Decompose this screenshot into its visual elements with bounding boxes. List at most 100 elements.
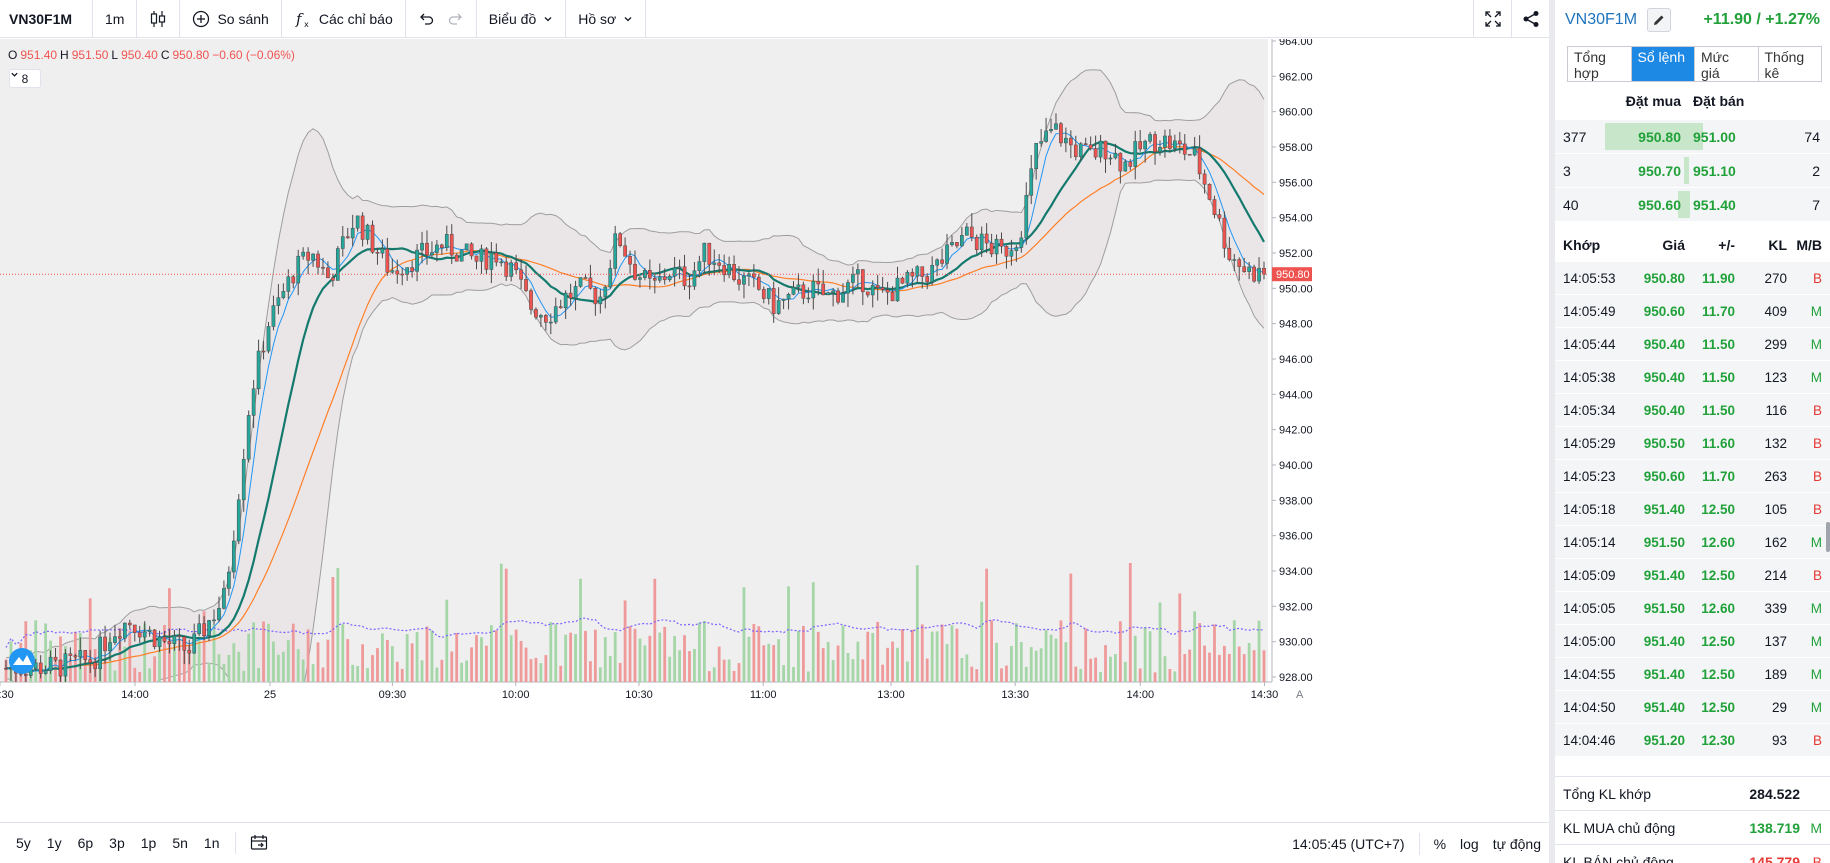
scrollbar[interactable] [1826,522,1830,552]
candle-body [410,267,414,272]
candle-body [192,633,197,654]
trade-row[interactable]: 14:04:55 951.40 12.50 189 M [1555,658,1830,691]
trades-list[interactable]: 14:05:53 950.80 11.90 270 B 14:05:49 950.60 11.… [1555,262,1830,776]
fullscreen-button[interactable] [1473,0,1511,38]
trade-time: 14:04:46 [1563,732,1616,748]
volume-bar [628,626,632,682]
profile-menu-button[interactable]: Hồ sơ [566,0,647,38]
trade-row[interactable]: 14:05:53 950.80 11.90 270 B [1555,262,1830,295]
panel-symbol[interactable]: VN30F1M [1565,11,1638,28]
goto-date-icon[interactable] [250,834,268,852]
trade-change: 11.70 [1701,303,1735,319]
price-chart[interactable]: 964.00 962.00 960.00 958.00 956.00 954.00 952.… [0,39,1549,821]
trade-time: 14:04:55 [1563,666,1616,682]
legend-collapse-button[interactable]: 8 [9,69,41,88]
tab-summary[interactable]: Tổng hợp [1568,47,1632,81]
range-5d[interactable]: 5n [172,835,188,851]
orderbook-row[interactable]: 40 950.60 951.40 7 [1555,188,1830,222]
trade-row[interactable]: 14:04:46 951.20 12.30 93 B [1555,724,1830,757]
pencil-icon [1654,15,1664,25]
bid-depth-bar [1605,123,1687,150]
trade-row[interactable]: 14:05:05 951.50 12.60 339 M [1555,592,1830,625]
trade-row[interactable]: 14:05:49 950.60 11.70 409 M [1555,295,1830,328]
orderbook-row[interactable]: 377 950.80 951.00 74 [1555,120,1830,154]
volume-bar [985,568,989,682]
undo-redo-group [406,0,477,38]
volume-bar [366,668,369,682]
range-5y[interactable]: 5y [16,835,31,851]
trade-time: 14:05:49 [1563,303,1616,319]
trade-row[interactable]: 14:04:50 951.40 12.50 29 M [1555,691,1830,724]
volume-bar [277,654,280,682]
percent-toggle[interactable]: % [1433,835,1447,852]
trade-volume: 116 [1765,402,1787,418]
volume-bar [197,636,201,682]
undo-icon[interactable] [418,11,434,27]
volume-bar [103,658,107,682]
high-value: 951.50 [71,48,109,62]
trade-time: 14:05:29 [1563,435,1616,451]
tab-statistics[interactable]: Thống kê [1764,49,1805,81]
trade-row[interactable]: 14:05:38 950.40 11.50 123 M [1555,361,1830,394]
price-header: Giá [1662,237,1685,253]
trade-row[interactable]: 14:05:23 950.60 11.70 263 B [1555,460,1830,493]
interval-button[interactable]: 1m [93,0,138,38]
candle-body [326,267,330,279]
redo-icon[interactable] [448,11,464,27]
volume-bar [925,658,929,682]
range-3m[interactable]: 3p [109,835,125,851]
volume-bar [1148,631,1152,682]
volume-bar [202,611,206,682]
candle-body [1103,140,1108,160]
chart-area[interactable]: 964.00 962.00 960.00 958.00 956.00 954.00 952.… [0,39,1549,821]
trade-row[interactable]: 14:05:14 951.50 12.60 162 M [1555,526,1830,559]
tab-orderbook[interactable]: Sổ lệnh [1631,47,1695,81]
fullscreen-icon [1484,11,1501,27]
symbol-search[interactable]: VN30F1M [0,0,93,38]
trade-row[interactable]: 14:05:09 951.40 12.50 214 B [1555,559,1830,592]
chart-menu-button[interactable]: Biểu đồ [477,0,567,38]
trade-change: 11.50 [1701,402,1735,418]
range-6m[interactable]: 6p [77,835,94,851]
candle-body [241,458,246,501]
price-tick-label: 938.00 [1279,495,1313,507]
share-button[interactable] [1511,0,1549,38]
log-toggle[interactable]: log [1460,835,1479,852]
range-1m[interactable]: 1p [140,835,157,851]
trade-price: 951.40 [1643,501,1685,517]
volume-bar [326,639,330,682]
candle-body [900,277,905,284]
volume-bar [836,645,840,682]
trade-row[interactable]: 14:05:18 951.40 12.50 105 B [1555,493,1830,526]
trade-side: B [1812,501,1822,517]
candle-body [33,662,38,669]
trade-row[interactable]: 14:05:44 950.40 11.50 299 M [1555,328,1830,361]
candle-body [984,233,989,244]
chart-style-button[interactable] [137,0,181,38]
candle-body [786,294,791,300]
candle-body [806,297,811,300]
volume-bar [648,635,652,682]
trade-row[interactable]: 14:05:29 950.50 11.60 132 B [1555,427,1830,460]
range-1d[interactable]: 1n [203,835,220,851]
volume-bar [489,625,493,682]
auto-scale-label[interactable]: A [1296,689,1304,701]
trade-row[interactable]: 14:05:34 950.40 11.50 116 B [1555,394,1830,427]
edit-symbol-button[interactable] [1647,8,1672,32]
candle-body [1173,140,1177,149]
trade-price: 950.50 [1643,435,1685,451]
auto-toggle[interactable]: tự động [1492,835,1541,852]
compare-button[interactable]: So sánh [180,0,282,38]
volume-bar [638,638,642,682]
trade-row[interactable]: 14:05:00 951.40 12.50 137 M [1555,625,1830,658]
range-1y[interactable]: 1y [46,835,62,851]
volume-bar [1252,650,1256,682]
last-price-label: 950.80 [1276,269,1310,281]
candle-body [469,243,474,257]
compare-label: So sánh [217,10,269,27]
price-tick-label: 934.00 [1279,566,1313,578]
orderbook-row[interactable]: 3 950.70 951.10 2 [1555,154,1830,188]
candle-body [875,285,880,288]
tab-price-levels[interactable]: Mức giá [1695,47,1759,81]
